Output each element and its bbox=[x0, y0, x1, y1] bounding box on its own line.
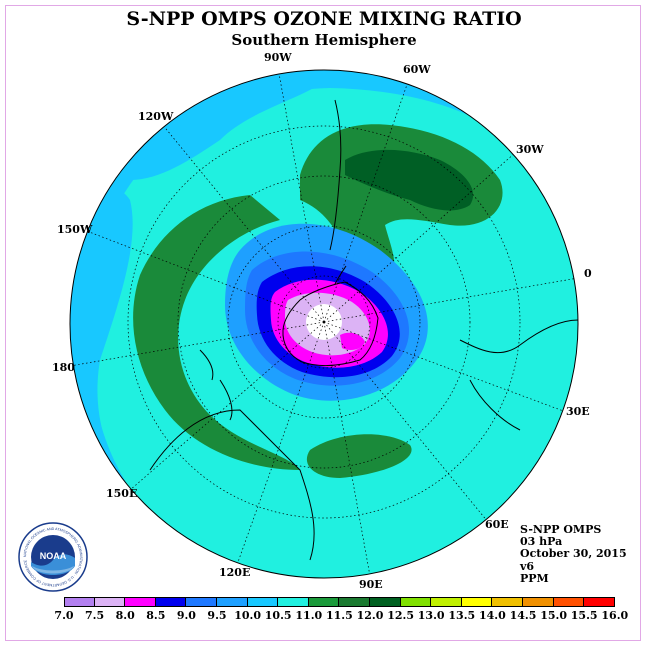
latitude-circle-4 bbox=[127, 125, 521, 519]
colorbar-segment bbox=[125, 597, 156, 607]
colorbar-tick-label: 9.0 bbox=[176, 609, 196, 622]
lon-label-150w: 150W bbox=[57, 223, 93, 236]
info-units: PPM bbox=[520, 571, 549, 585]
colorbar-segment bbox=[247, 597, 279, 607]
latitude-circle-3 bbox=[177, 175, 471, 469]
colorbar-segment bbox=[553, 597, 585, 607]
colorbar-tick-label: 13.5 bbox=[448, 609, 476, 622]
colorbar-tick-label: 7.0 bbox=[54, 609, 74, 622]
colorbar-tick-label: 13.0 bbox=[417, 609, 445, 622]
colorbar-tick-label: 14.5 bbox=[509, 609, 537, 622]
meridian-90w bbox=[277, 70, 325, 323]
lon-label-60e: 60E bbox=[485, 518, 509, 531]
colorbar-segment bbox=[94, 597, 126, 607]
latitude-circle-1 bbox=[277, 275, 371, 369]
colorbar-segment bbox=[216, 597, 248, 607]
colorbar-tick-label: 8.5 bbox=[146, 609, 166, 622]
colorbar-tick-label: 12.5 bbox=[387, 609, 414, 622]
map-subtitle: Southern Hemisphere bbox=[231, 31, 417, 49]
coastlines bbox=[149, 99, 578, 561]
colorbar-segment bbox=[584, 597, 615, 607]
colorbar-segment bbox=[155, 597, 187, 607]
colorbar-tick-label: 15.0 bbox=[540, 609, 567, 622]
meridian-180 bbox=[70, 321, 325, 367]
meridian-60e bbox=[323, 321, 489, 523]
page-frame bbox=[5, 5, 641, 641]
colorbar-tick-label: 7.5 bbox=[85, 609, 105, 622]
field-green-crescent bbox=[133, 195, 300, 470]
colorbar-tick-label: 9.5 bbox=[207, 609, 227, 622]
lon-label-30w: 30W bbox=[516, 143, 544, 156]
lon-label-30e: 30E bbox=[566, 405, 590, 418]
meridian-0 bbox=[323, 277, 578, 323]
lon-label-60w: 60W bbox=[403, 63, 431, 76]
info-date: October 30, 2015 bbox=[520, 547, 627, 561]
colorbar-tick-label: 8.0 bbox=[115, 609, 135, 622]
coastline-australia bbox=[149, 409, 315, 561]
colorbar-tick-label: 12.0 bbox=[356, 609, 384, 622]
meridian-120e bbox=[237, 321, 325, 563]
lon-label-90w: 90W bbox=[264, 51, 292, 64]
product-info: S-NPP OMPS 03 hPa October 30, 2015 v6 PP… bbox=[520, 523, 627, 585]
info-level: 03 hPa bbox=[520, 535, 563, 549]
meridian-30e bbox=[323, 321, 567, 413]
colorbar-tick-label: 16.0 bbox=[601, 609, 629, 622]
colorbar-segment bbox=[186, 597, 217, 607]
meridian-150e bbox=[129, 321, 325, 491]
lon-label-180: 180 bbox=[52, 361, 75, 374]
graticule bbox=[70, 70, 578, 577]
field-green-south bbox=[306, 434, 412, 478]
colorbar-labels: 7.0 7.5 8.0 8.5 9.0 9.5 10.0 10.5 11.0 11.5 12.0 12… bbox=[0, 609, 648, 623]
lon-label-150e: 150E bbox=[106, 487, 138, 500]
coastline-africa bbox=[459, 319, 578, 431]
meridian-150w bbox=[83, 229, 325, 323]
meridian-120w bbox=[161, 123, 325, 323]
meridian-60w bbox=[323, 75, 411, 323]
colorbar-tick-label: 10.5 bbox=[264, 609, 292, 622]
noaa-logo: NOAA NATIONAL OCEANIC AND ATMOSPHERIC AD… bbox=[18, 522, 88, 592]
info-version: v6 bbox=[520, 559, 535, 573]
coastline-new-zealand bbox=[199, 349, 233, 421]
colorbar-tick-label: 11.5 bbox=[325, 609, 353, 622]
lon-label-120w: 120W bbox=[138, 110, 174, 123]
colorbar-segment bbox=[64, 597, 95, 607]
coastline-antarctica bbox=[282, 281, 379, 367]
colorbar-segment bbox=[431, 597, 462, 607]
colorbar-segment bbox=[369, 597, 401, 607]
colorbar-segment bbox=[339, 597, 370, 607]
colorbar-segment bbox=[492, 597, 523, 607]
colorbar-segment bbox=[278, 597, 309, 607]
meridian-90e bbox=[323, 321, 371, 577]
meridian-30w bbox=[323, 151, 517, 323]
colorbar-segment bbox=[461, 597, 493, 607]
colorbar-segment bbox=[308, 597, 340, 607]
lon-label-0: 0 bbox=[584, 267, 592, 280]
latitude-circle-2 bbox=[227, 225, 421, 419]
colorbar bbox=[64, 597, 615, 607]
lon-label-120e: 120E bbox=[219, 566, 251, 579]
field-outer-north bbox=[130, 78, 330, 180]
info-instrument: S-NPP OMPS bbox=[520, 523, 602, 536]
colorbar-tick-label: 11.0 bbox=[295, 609, 323, 622]
colorbar-tick-label: 10.0 bbox=[234, 609, 261, 622]
coastline-south-america bbox=[329, 99, 342, 251]
colorbar-segment bbox=[522, 597, 554, 607]
colorbar-segment bbox=[400, 597, 432, 607]
map-title: S-NPP OMPS OZONE MIXING RATIO bbox=[126, 8, 522, 30]
colorbar-tick-label: 14.0 bbox=[478, 609, 506, 622]
globe-outline bbox=[69, 69, 579, 579]
coastline-antarctic-peninsula bbox=[334, 265, 347, 285]
colorbar-tick-label: 15.5 bbox=[570, 609, 598, 622]
field-magenta-inner bbox=[340, 332, 365, 350]
lon-label-90e: 90E bbox=[359, 578, 383, 591]
logo-wordmark: NOAA bbox=[40, 551, 67, 561]
